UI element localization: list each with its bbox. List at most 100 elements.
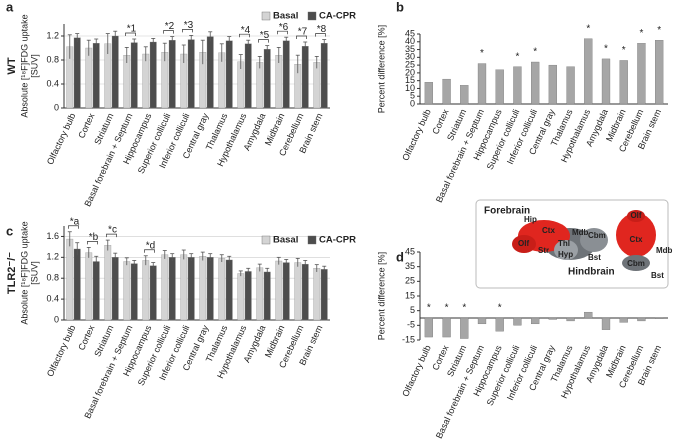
y-tick-label: 1.6	[46, 231, 59, 241]
bar	[149, 41, 157, 109]
bar	[111, 35, 119, 109]
bar	[460, 317, 469, 339]
y-tick-label: 40	[405, 36, 415, 46]
significance-label: *3	[184, 20, 194, 31]
bar	[548, 64, 557, 105]
row-label: WT	[6, 57, 18, 74]
legend-label: CA-CPR	[319, 11, 356, 22]
significance-label: *a	[70, 216, 80, 227]
y-tick-label: 35	[405, 44, 415, 54]
y-tick-label: 0	[54, 314, 59, 324]
y-tick-label: 0.4	[46, 293, 59, 303]
bar	[73, 37, 81, 109]
y-tick-label: 1.2	[46, 30, 59, 40]
bar	[637, 317, 646, 322]
bar	[442, 317, 451, 338]
bar	[477, 317, 487, 325]
x-tick-label: Olfactory bulb	[400, 344, 433, 399]
significance-bracket	[182, 29, 193, 33]
bar	[477, 63, 487, 105]
significance-bracket	[144, 249, 155, 253]
significance-label: *	[515, 51, 519, 62]
inset-label: Forebrain	[484, 206, 530, 217]
bar	[206, 257, 214, 321]
bar	[218, 258, 226, 321]
significance-label: *2	[165, 21, 175, 32]
bar	[313, 62, 321, 109]
legend-swatch	[307, 235, 317, 245]
significance-bracket	[125, 32, 136, 36]
bar	[168, 257, 176, 321]
bar	[655, 40, 664, 105]
inset-label: Cbm	[588, 231, 606, 240]
bar	[424, 82, 433, 105]
y-axis-label: Percent difference [%]	[376, 252, 386, 340]
bar	[513, 66, 522, 105]
brain-inset: Forebrain Hip Ctx Olf Str Thl Hyp Mdb Cb…	[475, 199, 673, 289]
bar	[130, 263, 138, 321]
inset-label: Hindbrain	[568, 267, 615, 278]
y-tick-label: 25	[405, 276, 415, 286]
bar	[584, 311, 593, 319]
y-tick-label: 30	[405, 52, 415, 62]
legend-label: CA-CPR	[319, 235, 356, 246]
bar	[320, 43, 328, 109]
inset-label: Mdb	[572, 228, 589, 237]
significance-bracket	[258, 39, 269, 43]
bar	[301, 46, 309, 109]
bar	[199, 256, 207, 321]
significance-label: *	[533, 47, 537, 58]
y-tick-label: 5	[410, 305, 415, 315]
bar	[619, 60, 628, 105]
bar	[566, 66, 575, 105]
top-cerebellum	[622, 255, 650, 271]
bar	[256, 62, 264, 109]
significance-label: *	[639, 28, 643, 39]
y-axis-label: [SUV]	[29, 261, 39, 285]
bar	[123, 55, 131, 109]
y-tick-label: 15	[405, 75, 415, 85]
inset-label: Olf	[630, 211, 641, 220]
bar	[313, 268, 321, 321]
bar	[513, 317, 522, 326]
legend-swatch	[307, 11, 317, 21]
significance-bracket	[87, 241, 98, 245]
inset-label: Bst	[588, 253, 601, 262]
y-tick-label: 0	[54, 102, 59, 112]
bar	[142, 260, 150, 321]
y-tick-label: 15	[405, 290, 415, 300]
inset-label: Hyp	[558, 250, 573, 259]
significance-label: *	[427, 303, 431, 314]
y-tick-label: 1.2	[46, 252, 59, 262]
bar	[442, 78, 451, 105]
significance-label: *	[480, 48, 484, 59]
y-axis-label: Percent difference [%]	[376, 25, 386, 113]
bar	[225, 259, 233, 321]
bar	[149, 265, 157, 321]
y-axis-label: Absolute [¹⁸F]FDG uptake	[19, 221, 29, 324]
bar	[655, 317, 664, 319]
y-tick-label: 10	[405, 83, 415, 93]
inset-label: Ctx	[630, 235, 643, 244]
bar	[161, 254, 169, 321]
panel-label: b	[396, 0, 404, 14]
bar	[92, 43, 100, 109]
bar	[320, 269, 328, 321]
bar	[206, 36, 214, 109]
y-tick-label: -5	[407, 320, 415, 330]
significance-bracket	[315, 33, 326, 37]
inset-label: Olf	[518, 239, 529, 248]
significance-bracket	[106, 233, 117, 238]
bar	[85, 47, 93, 109]
legend-swatch	[261, 235, 271, 245]
x-tick-label: Cortex	[76, 111, 96, 140]
bar	[244, 271, 252, 321]
x-tick-label: Cortex	[76, 323, 96, 352]
y-tick-label: 0.8	[46, 273, 59, 283]
y-axis-label: [SUV]	[29, 54, 39, 78]
significance-label: *	[657, 25, 661, 36]
bar	[187, 257, 195, 321]
x-tick-label: Olfactory bulb	[45, 324, 78, 379]
significance-label: *6	[279, 22, 289, 33]
significance-label: *	[462, 303, 466, 314]
